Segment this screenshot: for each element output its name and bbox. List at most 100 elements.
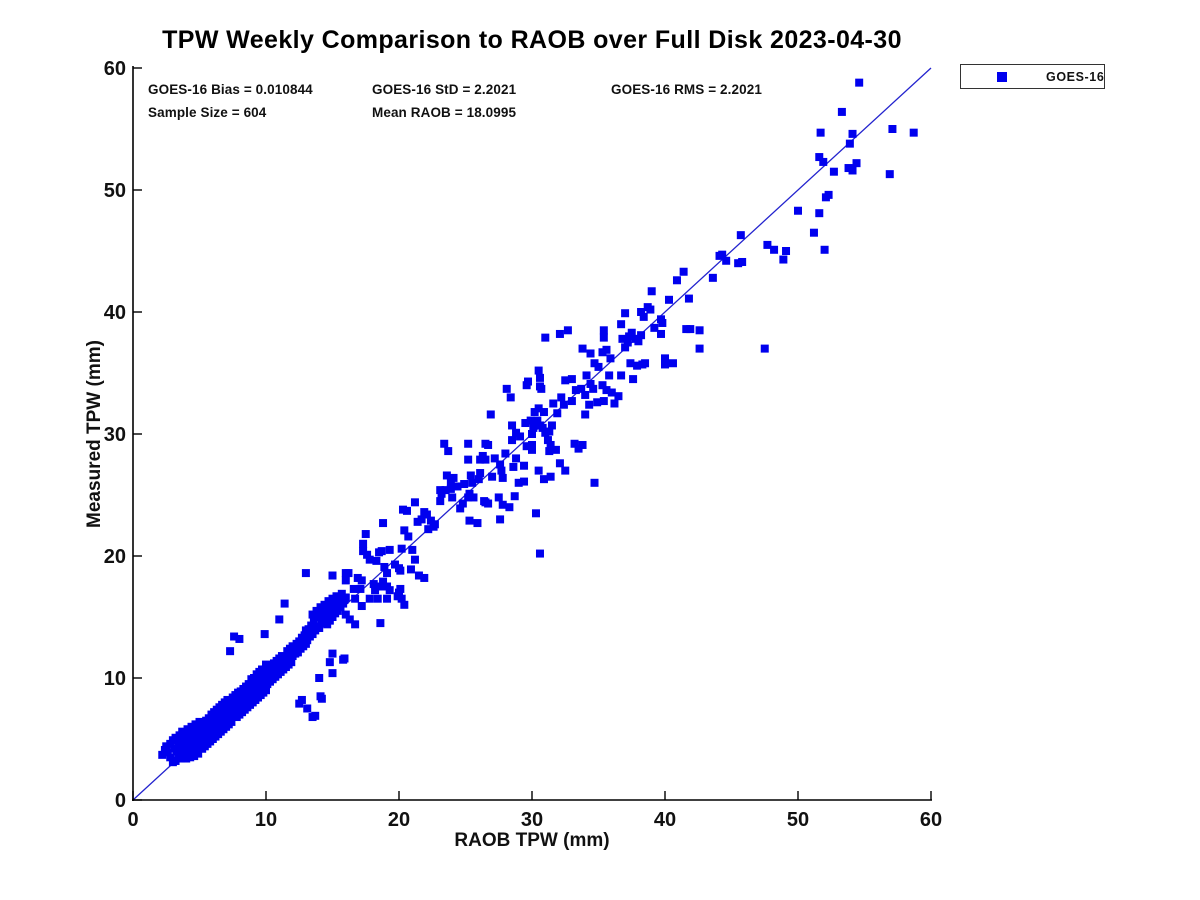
- scatter-point: [453, 482, 462, 491]
- scatter-point: [557, 393, 566, 402]
- y-tick-label: 10: [104, 668, 126, 690]
- scatter-point: [400, 600, 409, 609]
- scatter-point: [510, 492, 519, 501]
- scatter-point: [365, 555, 374, 564]
- scatter-point: [528, 430, 536, 438]
- scatter-point: [315, 674, 324, 682]
- scatter-point: [555, 329, 564, 338]
- scatter-point: [474, 475, 483, 484]
- scatter-point: [449, 473, 458, 482]
- scatter-point: [488, 472, 497, 481]
- y-tick-label: 0: [115, 790, 126, 812]
- scatter-point: [718, 250, 727, 259]
- scatter-point: [372, 556, 381, 565]
- scatter-point: [661, 360, 669, 369]
- x-tick-label: 10: [255, 809, 277, 831]
- scatter-point: [602, 345, 611, 354]
- scatter-point: [357, 602, 366, 611]
- scatter-point: [589, 384, 598, 393]
- scatter-point: [317, 694, 326, 703]
- scatter-point: [396, 584, 405, 593]
- scatter-point: [171, 756, 180, 765]
- scatter-point: [402, 506, 411, 515]
- scatter-point: [351, 594, 360, 603]
- scatter-point: [561, 466, 570, 475]
- scatter-point: [476, 469, 485, 478]
- scatter-point: [226, 709, 235, 718]
- scatter-point: [829, 167, 838, 176]
- scatter-point: [414, 571, 423, 580]
- scatter-point: [555, 459, 564, 468]
- scatter-point: [618, 334, 627, 343]
- scatter-point: [424, 525, 433, 534]
- scatter-point: [534, 404, 543, 413]
- scatter-point: [349, 584, 358, 593]
- scatter-point: [508, 436, 517, 445]
- scatter-point: [637, 308, 646, 316]
- scatter-point: [502, 384, 511, 393]
- scatter-point: [779, 255, 788, 264]
- scatter-point: [379, 519, 388, 528]
- scatter-point: [345, 615, 354, 624]
- scatter-point: [231, 704, 240, 713]
- scatter-point: [468, 478, 477, 487]
- scatter-point: [614, 392, 623, 401]
- scatter-point: [430, 520, 439, 529]
- scatter-point: [481, 455, 490, 464]
- scatter-point: [722, 256, 731, 265]
- scatter-point: [626, 359, 635, 368]
- scatter-point: [534, 366, 543, 375]
- scatter-point: [332, 592, 341, 601]
- scatter-point: [522, 442, 531, 451]
- scatter-point: [341, 593, 350, 602]
- scatter-point: [464, 439, 473, 448]
- scatter-point: [661, 354, 669, 363]
- scatter-point: [458, 499, 467, 508]
- scatter-point: [178, 727, 187, 736]
- scatter-point: [561, 376, 570, 385]
- scatter-point: [526, 416, 535, 425]
- scatter-point: [501, 449, 510, 458]
- scatter-point: [582, 371, 591, 380]
- scatter-point: [315, 623, 324, 632]
- scatter-point: [547, 421, 556, 430]
- scatter-point: [363, 550, 372, 559]
- scatter-point: [546, 440, 555, 449]
- scatter-point: [397, 594, 406, 603]
- scatter-point: [578, 440, 587, 449]
- scatter-point: [311, 711, 320, 720]
- scatter-point: [563, 326, 572, 335]
- scatter-point: [824, 190, 833, 199]
- scatter-point: [629, 375, 638, 384]
- scatter-point: [534, 466, 543, 475]
- scatter-point: [380, 562, 389, 571]
- scatter-point: [371, 586, 380, 595]
- scatter-point: [464, 455, 473, 464]
- scatter-point: [770, 245, 779, 254]
- scatter-point: [621, 343, 630, 352]
- scatter-point: [163, 748, 172, 757]
- scatter-point: [533, 416, 542, 425]
- scatter-point: [577, 384, 586, 393]
- scatter-point: [708, 273, 717, 282]
- scatter-point: [400, 526, 409, 535]
- scatter-point: [344, 569, 353, 578]
- scatter-point: [383, 569, 392, 578]
- scatter-point: [634, 337, 643, 346]
- scatter-point: [262, 686, 270, 695]
- scatter-point: [567, 397, 576, 406]
- scatter-point: [539, 408, 548, 417]
- scatter-point: [909, 128, 918, 137]
- scatter-point: [598, 381, 607, 390]
- scatter-point: [446, 484, 455, 493]
- scatter-point: [809, 228, 818, 237]
- scatter-point: [166, 753, 175, 762]
- chart-title: TPW Weekly Comparison to RAOB over Full …: [162, 26, 902, 54]
- scatter-point: [545, 447, 554, 456]
- scatter-point: [531, 509, 540, 518]
- scatter-point: [397, 544, 406, 553]
- scatter-point: [359, 539, 368, 548]
- scatter-point: [537, 384, 546, 393]
- scatter-point: [736, 231, 745, 240]
